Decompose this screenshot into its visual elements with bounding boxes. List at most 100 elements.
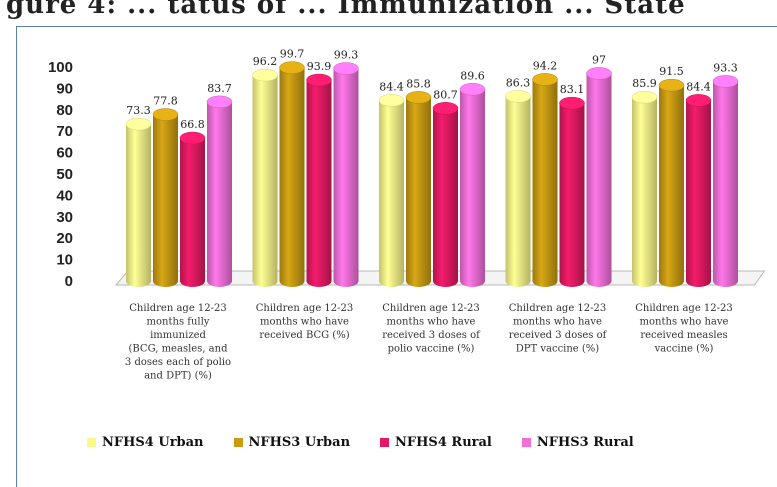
bar-body	[433, 108, 458, 287]
y-axis: 0 10 20 30 40 50 60 70 80 90 100	[48, 59, 73, 290]
bar	[685, 94, 712, 287]
value-label: 84.4	[686, 80, 711, 93]
category-label-line: Children age 12-23	[635, 303, 733, 314]
bar	[252, 68, 278, 287]
y-tick-label: 50	[56, 166, 73, 183]
value-label: 99.7	[280, 48, 305, 61]
category-label-line: polio vaccine (%)	[388, 344, 475, 355]
y-tick-label: 30	[56, 209, 73, 226]
category-label: Children age 12-23 months who have receive…	[382, 303, 481, 355]
bar	[532, 73, 558, 287]
bar-body	[505, 96, 531, 288]
bar-top	[532, 73, 558, 86]
bar-top	[505, 90, 531, 103]
bar	[712, 75, 739, 287]
y-tick-label: 70	[56, 123, 73, 140]
value-label: 77.8	[153, 95, 178, 108]
bar-body	[126, 124, 151, 287]
legend-label: NFHS4 Rural	[395, 435, 492, 450]
bar-top	[152, 108, 179, 121]
legend-label: NFHS3 Urban	[248, 435, 351, 450]
value-label: 97	[592, 53, 606, 66]
category-label-line: received 3 doses of	[509, 330, 608, 341]
category-label-line: received 3 doses of	[382, 330, 481, 341]
bar-body	[460, 89, 485, 287]
y-tick-label: 40	[56, 187, 73, 204]
y-tick-label: 0	[65, 273, 73, 290]
bar-body	[586, 73, 612, 287]
y-tick-label: 20	[56, 230, 73, 247]
legend: NFHS4 Urban NFHS3 Urban NFHS4 Rural NFHS3 R…	[87, 435, 634, 450]
bar	[658, 78, 685, 287]
value-label: 73.3	[126, 104, 151, 117]
bar-top	[459, 83, 486, 96]
category-label: Children age 12-23 months who have receive…	[256, 303, 354, 341]
bar	[279, 61, 305, 287]
value-label: 86.3	[506, 76, 531, 89]
category-label: Children age 12-23 months fully immunized (…	[125, 303, 231, 382]
legend-swatch	[521, 438, 531, 447]
category-label-line: months who have	[387, 317, 476, 328]
legend-item: NFHS4 Urban	[87, 435, 204, 450]
figure-caption: gure 4: ... tatus of ... Immunization ..…	[6, 0, 686, 20]
value-label: 84.4	[379, 80, 404, 93]
category-label-line: Children age 12-23	[256, 303, 354, 314]
legend-item: NFHS4 Rural	[380, 435, 492, 450]
value-label: 85.8	[406, 77, 431, 90]
bar-body	[306, 80, 332, 287]
bar-body	[659, 85, 684, 287]
bar	[459, 83, 486, 287]
bar-top	[432, 102, 459, 115]
value-label: 93.9	[307, 60, 332, 73]
category-label-line: months who have	[513, 317, 602, 328]
legend-swatch	[233, 438, 243, 447]
bars	[125, 61, 739, 288]
value-label: 99.3	[334, 48, 359, 61]
bar	[586, 67, 612, 287]
bar-body	[713, 81, 738, 287]
value-label: 93.3	[713, 61, 738, 74]
bar	[179, 131, 206, 287]
chart-frame: 0 10 20 30 40 50 60 70 80 90 100 73.3 77.8 66.8 83.7 9…	[16, 26, 777, 487]
category-label: Children age 12-23 months who have receive…	[635, 303, 733, 355]
value-label: 83.1	[560, 83, 585, 96]
bar-top	[631, 90, 658, 104]
category-label-line: received measles	[640, 330, 727, 341]
bar-top	[125, 117, 152, 131]
bar-top	[658, 78, 685, 92]
category-label-line: 3 doses each of polio	[125, 357, 231, 368]
category-label-line: months who have	[260, 317, 349, 328]
bar	[206, 95, 233, 287]
bar-top	[179, 131, 206, 145]
figure-caption-strip: gure 4: ... tatus of ... Immunization ..…	[0, 0, 777, 26]
bar	[152, 108, 179, 288]
bar	[505, 90, 531, 288]
bar-body	[406, 97, 431, 287]
bar-top	[333, 62, 359, 75]
y-tick-label: 60	[56, 145, 73, 162]
y-tick-label: 80	[56, 102, 73, 119]
value-label: 80.7	[433, 88, 458, 101]
bar-body	[686, 100, 711, 287]
legend-item: NFHS3 Urban	[233, 435, 351, 450]
category-labels: Children age 12-23 months fully immunized (…	[125, 303, 733, 382]
bar-top	[252, 68, 278, 82]
bar-top	[378, 94, 405, 107]
bar-top	[586, 67, 612, 80]
category-label-line: received BCG (%)	[259, 330, 349, 341]
bar-body	[279, 67, 305, 287]
legend-label: NFHS4 Urban	[102, 435, 204, 450]
value-label: 66.8	[180, 118, 205, 131]
y-tick-label: 10	[56, 252, 73, 269]
bar	[333, 62, 359, 287]
value-label: 91.5	[659, 65, 684, 78]
bar-top	[306, 73, 332, 87]
category-label-line: and DPT) (%)	[144, 371, 212, 382]
bar	[405, 91, 432, 287]
category-label-line: Children age 12-23	[129, 303, 227, 314]
value-label: 83.7	[207, 82, 232, 95]
bar-body	[252, 75, 278, 287]
category-label-line: DPT vaccine (%)	[516, 344, 600, 355]
y-tick-label: 90	[56, 80, 73, 97]
category-label-line: vaccine (%)	[654, 344, 714, 355]
